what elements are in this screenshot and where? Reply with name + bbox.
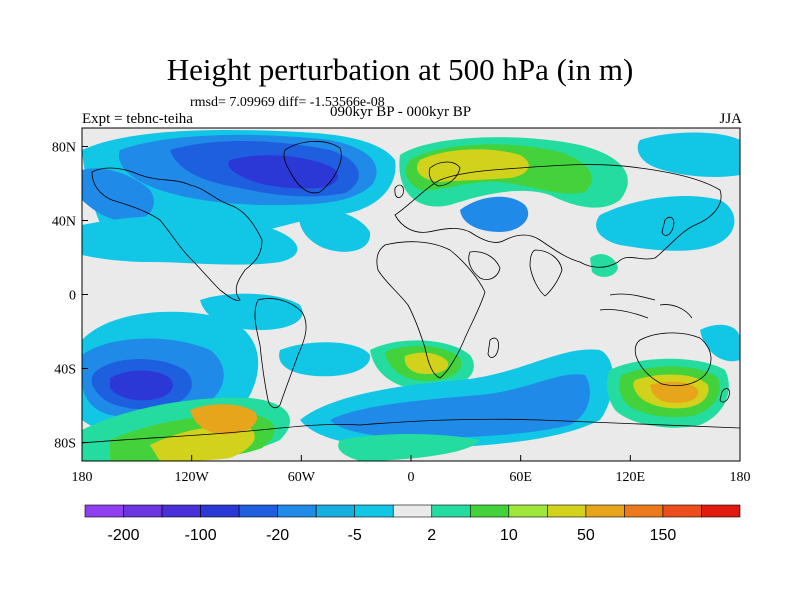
west-pacific-positive: [590, 254, 618, 277]
colorbar-label: 2: [427, 527, 436, 544]
colorbar-swatch: [84, 504, 124, 518]
lat-tick-label: 0: [69, 289, 76, 304]
north-america-outline: [91, 167, 263, 301]
south-pacific-core: [110, 370, 173, 401]
colorbar-label: -5: [348, 527, 362, 544]
colorbar-label: 50: [577, 527, 595, 544]
lon-tick-label: 0: [408, 470, 415, 485]
greenland-core-anomaly: [228, 155, 339, 189]
arctic-east-negative: [637, 132, 740, 177]
colorbar-label: -200: [108, 527, 140, 544]
colorbar-swatch: [315, 504, 356, 518]
india-outline: [529, 249, 563, 297]
colorbar: -200 -100 -20 -5 2 10 50 150: [84, 504, 741, 544]
lat-tick-label: 40S: [54, 363, 76, 378]
figure-title: Height perturbation at 500 hPa (in m): [166, 52, 634, 87]
pacific-north-negative: [82, 168, 154, 222]
experiment-label: Expt = tebnc-teiha: [82, 111, 193, 127]
atlantic-midlat-negative: [299, 208, 371, 252]
scandinavia-outline: [428, 161, 461, 187]
colorbar-label: -20: [266, 527, 289, 544]
colorbar-swatch: [701, 504, 741, 518]
lat-tick-label: 40N: [52, 215, 76, 230]
east-asia-negative: [596, 195, 735, 251]
central-pacific-negative-east: [700, 324, 740, 362]
lon-tick-label: 180: [730, 470, 751, 485]
southeast-pacific-positive-core: [190, 404, 258, 435]
colorbar-swatch: [508, 504, 548, 518]
colorbar-label: 150: [650, 527, 677, 544]
colorbar-swatch: [277, 504, 317, 518]
southeast-pacific-positive-yellow: [150, 425, 255, 461]
colorbar-swatch: [354, 504, 394, 518]
latitude-axis: 80N 40N 0 40S 80S: [52, 141, 88, 452]
africa-outline: [376, 241, 486, 379]
arabia-outline: [468, 251, 501, 280]
colorbar-swatch: [238, 504, 278, 518]
south-america-outline: [254, 298, 307, 409]
eurasia-outline: [394, 164, 722, 268]
colorbar-swatch: [161, 504, 201, 518]
season-label: JJA: [719, 111, 742, 127]
lon-tick-label: 120E: [616, 470, 646, 485]
lon-tick-label: 60W: [288, 470, 316, 485]
colorbar-label: 10: [500, 527, 518, 544]
tropical-atlantic-negative: [279, 342, 371, 377]
antarctica-outline: [82, 418, 740, 444]
australia-positive-core: [650, 381, 699, 403]
southeast-asia-islands-outline: [599, 293, 693, 319]
madagascar-outline: [487, 337, 499, 358]
colorbar-swatch: [624, 504, 664, 518]
stats-readout: rmsd= 7.09969 diff= -1.53566e-08: [190, 95, 385, 110]
colorbar-label: -100: [185, 527, 217, 544]
coastlines: [82, 141, 740, 444]
greenland-outline: [283, 141, 342, 194]
australia-outline: [634, 332, 712, 387]
new-zealand-outline: [719, 388, 730, 403]
south-atlantic-positive-core: [404, 352, 449, 374]
colorbar-swatch: [469, 504, 510, 518]
british-isles-outline: [394, 184, 404, 199]
colorbar-swatch: [431, 504, 471, 518]
colorbar-swatch: [547, 504, 587, 518]
lon-tick-label: 60E: [509, 470, 532, 485]
japan-outline: [661, 216, 675, 236]
lat-tick-label: 80N: [52, 141, 76, 156]
height-field: [82, 128, 740, 461]
lon-tick-label: 180: [72, 470, 93, 485]
pacific-midlat-negative: [82, 215, 298, 265]
caspian-negative-anomaly: [460, 196, 529, 232]
colorbar-swatch: [392, 504, 433, 518]
lat-tick-label: 80S: [54, 437, 76, 452]
colorbar-swatch: [200, 504, 240, 518]
colorbar-swatch: [662, 504, 702, 518]
colorbar-swatch: [123, 504, 163, 518]
eurasia-positive-core: [416, 149, 529, 182]
longitude-axis: 180 120W 60W 0 60E 120E 180: [72, 455, 751, 485]
lon-tick-label: 120W: [175, 470, 210, 485]
period-label: 090kyr BP - 000kyr BP: [330, 104, 472, 120]
colorbar-swatch: [585, 504, 625, 518]
indian-ocean-positive: [338, 434, 480, 461]
